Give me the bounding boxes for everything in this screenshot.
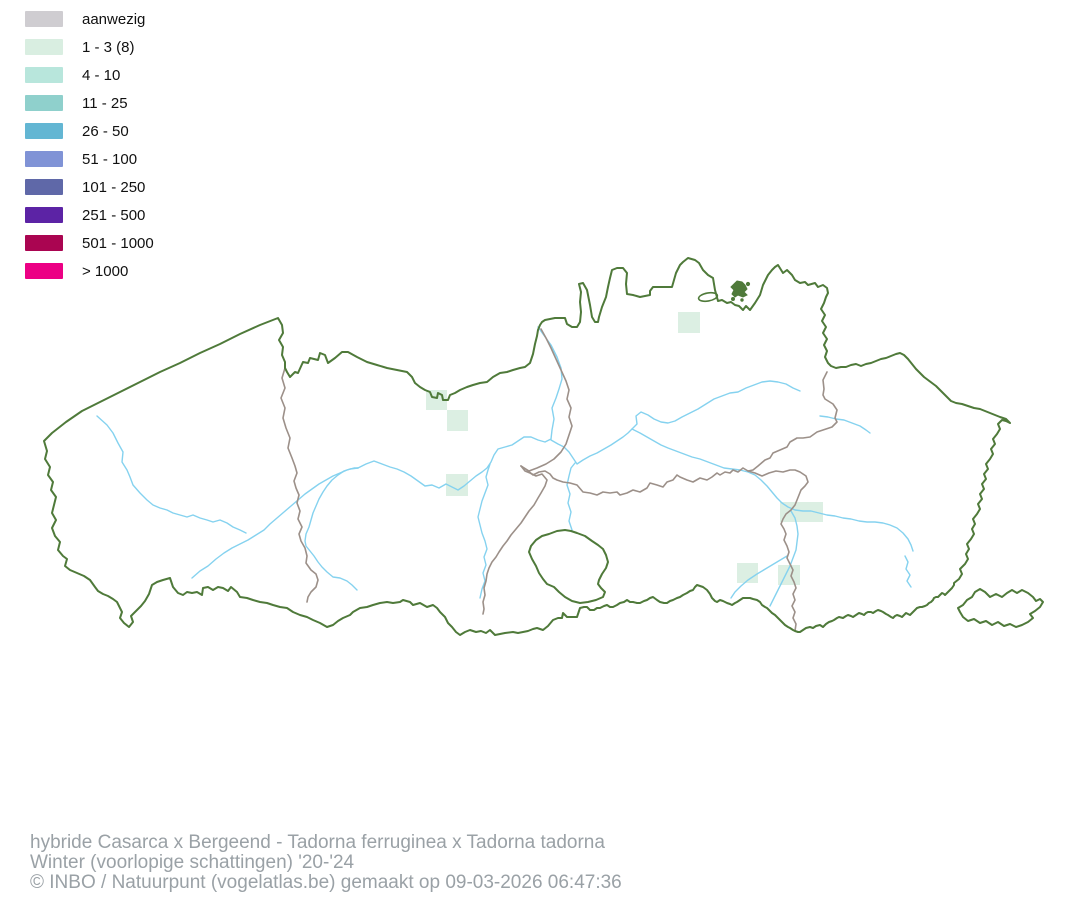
- legend-color-swatch: [25, 39, 63, 55]
- region-outline-layer: [43, 257, 1044, 636]
- river-gete: [769, 510, 799, 607]
- legend-item-label: 51 - 100: [82, 150, 138, 168]
- grid-cell: [678, 312, 700, 333]
- legend-item: 251 - 500: [25, 201, 154, 229]
- baarle-hertog-dot: [745, 281, 751, 287]
- legend-item: 101 - 250: [25, 173, 154, 201]
- legend-item-label: 101 - 250: [82, 178, 146, 196]
- river-ijzer: [96, 415, 247, 534]
- legend-item: > 1000: [25, 257, 154, 285]
- legend-item-label: 251 - 500: [82, 206, 146, 224]
- voeren-exclave-border: [957, 588, 1044, 628]
- grid-cell: [447, 410, 468, 431]
- legend-item: 11 - 25: [25, 89, 154, 117]
- legend-item-label: 26 - 50: [82, 122, 129, 140]
- border-antwerpen-vlaamsbrabant: [520, 465, 749, 496]
- river-dender: [477, 463, 491, 599]
- river-kleine-gete: [730, 555, 788, 599]
- brussels-enclave-border: [528, 529, 609, 604]
- rivers-layer: [96, 326, 914, 607]
- baarle-hertog-enclaves: [730, 280, 748, 298]
- legend-item-label: 1 - 3 (8): [82, 38, 135, 56]
- river-noord-limburg: [819, 415, 871, 434]
- legend-color-swatch: [25, 151, 63, 167]
- river-zenne: [566, 462, 576, 531]
- caption-season: Winter (voorlopige schattingen) '20-'24: [30, 852, 355, 873]
- river-bovenschelde: [304, 467, 359, 591]
- legend-color-swatch: [25, 95, 63, 111]
- legend-color-swatch: [25, 67, 63, 83]
- legend-color-swatch: [25, 207, 63, 223]
- grid-cell: [446, 474, 468, 496]
- border-oostvlaanderen-vlaamsbrabant: [482, 465, 548, 615]
- legend-item-label: > 1000: [82, 262, 129, 280]
- legend-item: 501 - 1000: [25, 229, 154, 257]
- legend-color-swatch: [25, 263, 63, 279]
- river-schelde: [357, 326, 563, 491]
- province-borders-layer: [280, 328, 838, 632]
- caption-copyright: © INBO / Natuurpunt (vogelatlas.be) gema…: [30, 872, 622, 893]
- legend-item-label: 11 - 25: [82, 94, 128, 112]
- border-vlaamsbrabant-limburg: [747, 469, 809, 632]
- border-oostvlaanderen-antwerpen: [520, 328, 573, 472]
- legend-color-swatch: [25, 123, 63, 139]
- legend-item: 26 - 50: [25, 117, 154, 145]
- legend-color-swatch: [25, 11, 63, 27]
- legend-color-swatch: [25, 235, 63, 251]
- baarle-hertog-dot: [731, 297, 735, 301]
- grid-cell: [737, 563, 758, 583]
- legend-item: aanwezig: [25, 5, 154, 33]
- river-jeker: [904, 555, 912, 588]
- baarle-hertog-dot: [740, 298, 744, 302]
- legend-item-label: aanwezig: [82, 10, 146, 28]
- flanders-outer-border: [43, 257, 1011, 636]
- legend-item: 51 - 100: [25, 145, 154, 173]
- map-caption: hybride Casarca x Bergeend - Tadorna fer…: [30, 833, 622, 893]
- border-west-east-vlaanderen: [280, 367, 319, 603]
- legend-item: 1 - 3 (8): [25, 33, 154, 61]
- grid-cell: [780, 502, 823, 522]
- legend-item: 4 - 10: [25, 61, 154, 89]
- map-legend: aanwezig 1 - 3 (8) 4 - 10 11 - 25 26 - 5…: [25, 5, 154, 285]
- legend-item-label: 4 - 10: [82, 66, 121, 84]
- river-leie: [191, 467, 359, 579]
- caption-species: hybride Casarca x Bergeend - Tadorna fer…: [30, 832, 605, 853]
- border-antwerpen-limburg: [747, 371, 838, 472]
- legend-item-label: 501 - 1000: [82, 234, 154, 252]
- river-demer: [631, 428, 914, 552]
- river-dijle-nete: [550, 380, 801, 465]
- legend-color-swatch: [25, 179, 63, 195]
